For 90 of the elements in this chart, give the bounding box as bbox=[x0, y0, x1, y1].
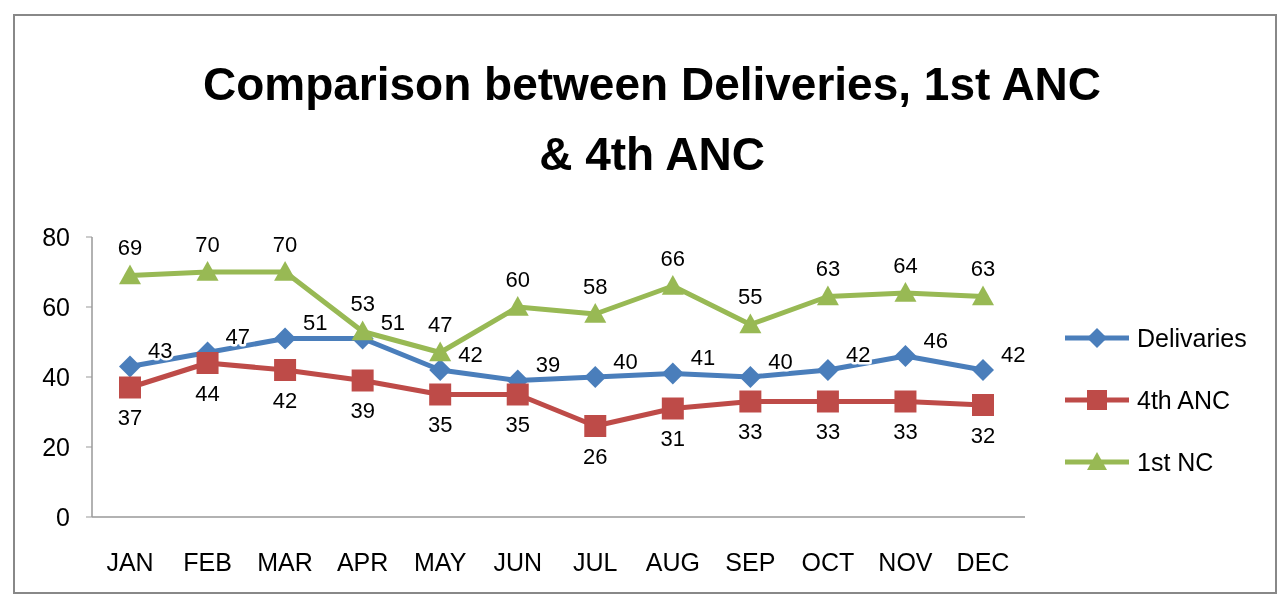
data-label: 31 bbox=[660, 426, 686, 452]
point bbox=[972, 394, 994, 416]
data-label: 51 bbox=[380, 310, 406, 336]
point bbox=[196, 352, 219, 374]
data-label: 35 bbox=[427, 412, 453, 438]
chart-title: Comparison between Deliveries, 1st ANC & 4th ANC bbox=[202, 58, 1102, 180]
data-label: 58 bbox=[583, 273, 608, 299]
point bbox=[739, 313, 762, 334]
x-tick-label: JAN bbox=[106, 547, 154, 576]
data-label: 47 bbox=[427, 312, 453, 338]
point bbox=[661, 275, 684, 295]
data-label: 39 bbox=[350, 398, 375, 424]
data-label: 33 bbox=[738, 419, 763, 445]
x-tick-label: JUN bbox=[493, 547, 543, 576]
point bbox=[119, 355, 141, 378]
point bbox=[351, 320, 374, 341]
x-tick-label: AUG bbox=[645, 547, 700, 576]
data-label: 44 bbox=[195, 380, 220, 406]
point bbox=[584, 415, 607, 437]
point bbox=[506, 296, 529, 316]
data-label: 33 bbox=[815, 419, 841, 445]
point bbox=[894, 345, 917, 367]
x-tick-label: MAR bbox=[257, 547, 313, 576]
data-label: 42 bbox=[272, 387, 298, 413]
legend-label: Delivaries bbox=[1137, 323, 1247, 352]
point bbox=[429, 359, 452, 381]
data-label: 39 bbox=[535, 352, 561, 378]
data-label: 55 bbox=[738, 284, 763, 310]
data-label: 51 bbox=[303, 310, 328, 336]
x-tick-label: NOV bbox=[878, 547, 933, 576]
data-label: 37 bbox=[117, 405, 143, 431]
data-label: 63 bbox=[970, 256, 996, 282]
point bbox=[661, 397, 684, 420]
point bbox=[661, 362, 684, 385]
x-tick-label: JUL bbox=[573, 547, 618, 576]
point bbox=[351, 369, 374, 392]
y-tick-label: 40 bbox=[42, 362, 70, 391]
point bbox=[584, 303, 607, 323]
x-tick-label: MAY bbox=[414, 547, 467, 576]
data-label: 26 bbox=[583, 443, 608, 469]
y-tick-label: 0 bbox=[56, 502, 70, 531]
data-label: 42 bbox=[458, 341, 483, 367]
point bbox=[972, 285, 994, 306]
point bbox=[196, 261, 219, 281]
x-tick-label: DEC bbox=[956, 547, 1010, 576]
data-label: 41 bbox=[690, 345, 716, 371]
legend-label: 4th ANC bbox=[1137, 385, 1231, 414]
point bbox=[894, 282, 917, 302]
point bbox=[739, 366, 762, 388]
data-label: 60 bbox=[505, 266, 530, 292]
point bbox=[506, 383, 529, 406]
data-label: 69 bbox=[117, 235, 143, 261]
point bbox=[274, 261, 297, 281]
data-label: 42 bbox=[845, 341, 871, 367]
data-label: 63 bbox=[815, 256, 841, 282]
x-tick-label: OCT bbox=[801, 547, 855, 576]
data-label: 43 bbox=[148, 338, 173, 364]
point bbox=[274, 327, 297, 350]
y-tick-label: 20 bbox=[42, 432, 70, 461]
point bbox=[816, 390, 839, 413]
data-label: 53 bbox=[350, 291, 375, 317]
point bbox=[584, 366, 607, 388]
data-label: 66 bbox=[660, 245, 686, 271]
data-label: 70 bbox=[272, 231, 298, 257]
y-tick-label: 60 bbox=[42, 292, 70, 321]
data-label: 40 bbox=[768, 348, 793, 374]
data-label: 32 bbox=[970, 422, 996, 448]
data-label: 35 bbox=[505, 412, 530, 438]
point bbox=[429, 383, 452, 406]
point bbox=[119, 376, 141, 399]
point bbox=[739, 390, 762, 413]
legend-label: 1st NC bbox=[1137, 447, 1214, 476]
y-tick-label: 80 bbox=[42, 222, 70, 251]
point bbox=[972, 359, 994, 381]
x-tick-label: APR bbox=[336, 547, 389, 576]
point bbox=[119, 264, 141, 285]
data-label: 47 bbox=[225, 324, 251, 350]
x-tick-label: FEB bbox=[183, 547, 232, 576]
data-label: 33 bbox=[893, 419, 918, 445]
data-label: 64 bbox=[893, 252, 918, 278]
data-label: 42 bbox=[1001, 341, 1026, 367]
data-label: 70 bbox=[195, 231, 220, 257]
data-label: 40 bbox=[613, 348, 638, 374]
point bbox=[274, 359, 297, 381]
point bbox=[816, 285, 839, 306]
point bbox=[894, 390, 917, 413]
data-label: 46 bbox=[923, 327, 948, 353]
point bbox=[429, 341, 452, 362]
x-tick-label: SEP bbox=[725, 547, 776, 576]
point bbox=[816, 359, 839, 381]
